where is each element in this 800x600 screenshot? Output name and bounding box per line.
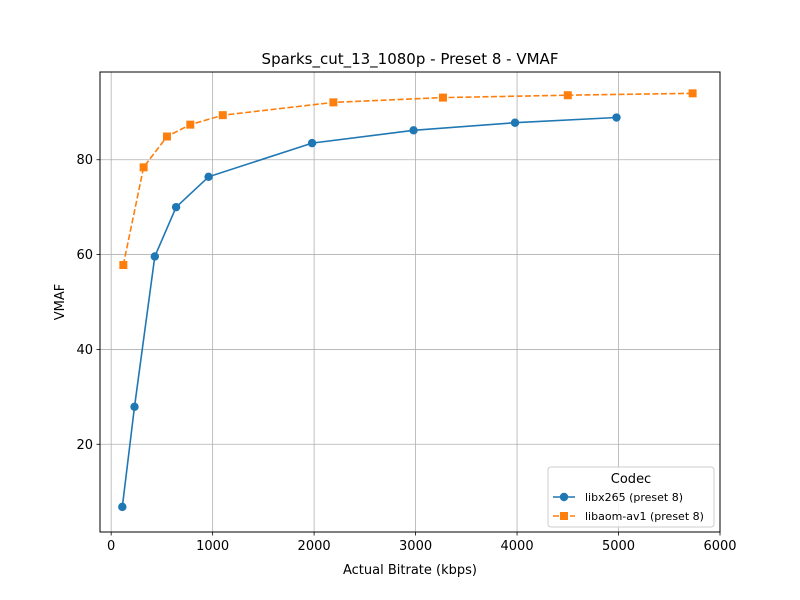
series-line — [121, 116, 617, 507]
series-1 — [118, 113, 621, 512]
data-point — [563, 91, 572, 100]
data-point — [409, 126, 418, 135]
data-point — [510, 118, 520, 127]
ticks: 0 1000 2000 3000 4000 5000 6000 20 40 60 80 — [76, 153, 736, 554]
x-tick-label: 6000 — [703, 539, 736, 554]
y-tick-label: 40 — [76, 343, 93, 358]
series-layer — [118, 89, 697, 512]
data-point — [688, 89, 697, 98]
x-tick-label: 0 — [107, 539, 115, 554]
data-point — [307, 138, 317, 148]
data-point — [139, 163, 148, 172]
data-point — [119, 261, 128, 270]
data-point — [150, 252, 159, 261]
legend-marker — [559, 492, 569, 502]
data-point — [186, 120, 195, 129]
y-tick-label: 60 — [76, 248, 93, 263]
y-tick-label: 20 — [76, 438, 93, 453]
data-point — [130, 402, 139, 412]
legend-label: libaom-av1 (preset 8) — [585, 510, 704, 523]
series-2 — [119, 89, 697, 270]
x-tick-label: 4000 — [501, 539, 534, 554]
y-axis-label: VMAF — [53, 284, 68, 320]
legend-entry: libx265 (preset 8) — [553, 491, 683, 504]
data-point — [329, 98, 338, 107]
data-point — [438, 93, 447, 102]
grid — [100, 72, 721, 532]
data-point — [218, 111, 227, 120]
legend-title: Codec — [611, 472, 651, 487]
chart-title: Sparks_cut_13_1080p - Preset 8 - VMAF — [262, 50, 559, 69]
data-point — [171, 202, 181, 212]
x-tick-label: 2000 — [298, 539, 331, 554]
legend-entry: libaom-av1 (preset 8) — [553, 510, 704, 523]
x-axis-label: Actual Bitrate (kbps) — [343, 563, 477, 578]
legend-marker — [560, 512, 568, 520]
x-tick-label: 1000 — [196, 539, 229, 554]
plot-frame — [99, 71, 721, 533]
legend: Codec libx265 (preset 8) libaom-av1 (pres… — [547, 466, 715, 528]
data-point — [612, 113, 621, 122]
data-point — [162, 132, 171, 141]
legend-label: libx265 (preset 8) — [585, 491, 683, 504]
x-tick-label: 5000 — [602, 539, 635, 554]
y-tick-label: 80 — [76, 153, 93, 168]
data-point — [204, 172, 213, 182]
x-tick-label: 3000 — [399, 539, 432, 554]
legend-box — [547, 466, 715, 528]
data-point — [118, 502, 127, 512]
